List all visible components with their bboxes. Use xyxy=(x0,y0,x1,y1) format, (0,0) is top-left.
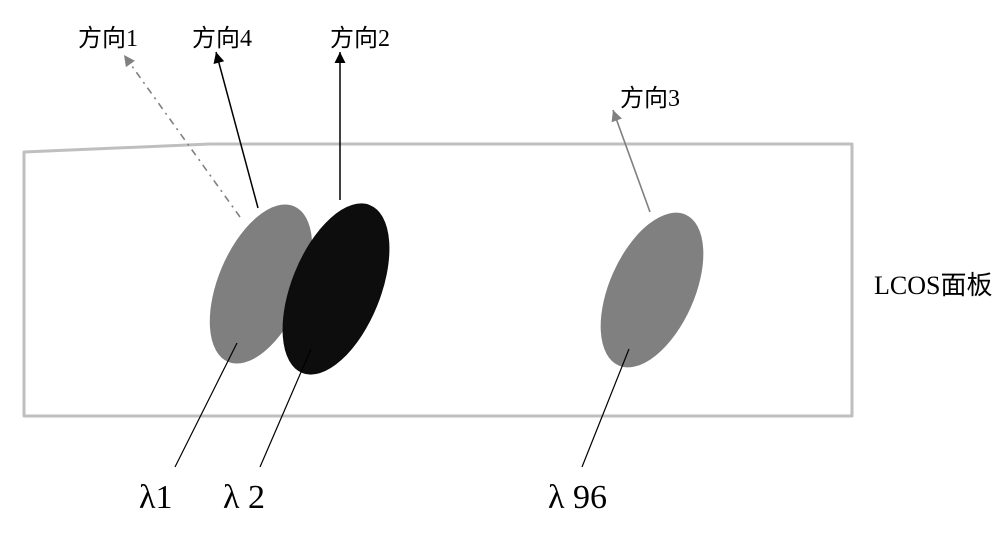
panel-label: LCOS面板 xyxy=(874,265,992,302)
lambda-label-1: λ 2 xyxy=(223,479,265,517)
arrowhead-dir1 xyxy=(124,55,135,67)
diagram-stage: LCOS面板 λ1 λ 2 λ 96 方向1 方向4 方向2 方向3 xyxy=(0,0,1000,542)
arrowhead-dir2 xyxy=(335,52,346,63)
dir-label-dir3: 方向3 xyxy=(620,78,680,113)
dir-label-dir4: 方向4 xyxy=(192,18,252,53)
arrowhead-dir4 xyxy=(214,52,225,64)
lcos-panel xyxy=(24,144,852,416)
dir-label-dir2: 方向2 xyxy=(330,18,390,53)
diagram-svg xyxy=(0,0,1000,542)
lambda-label-2: λ 96 xyxy=(548,479,607,517)
lambda-label-0: λ1 xyxy=(139,479,173,517)
dir-label-dir1: 方向1 xyxy=(78,18,138,53)
